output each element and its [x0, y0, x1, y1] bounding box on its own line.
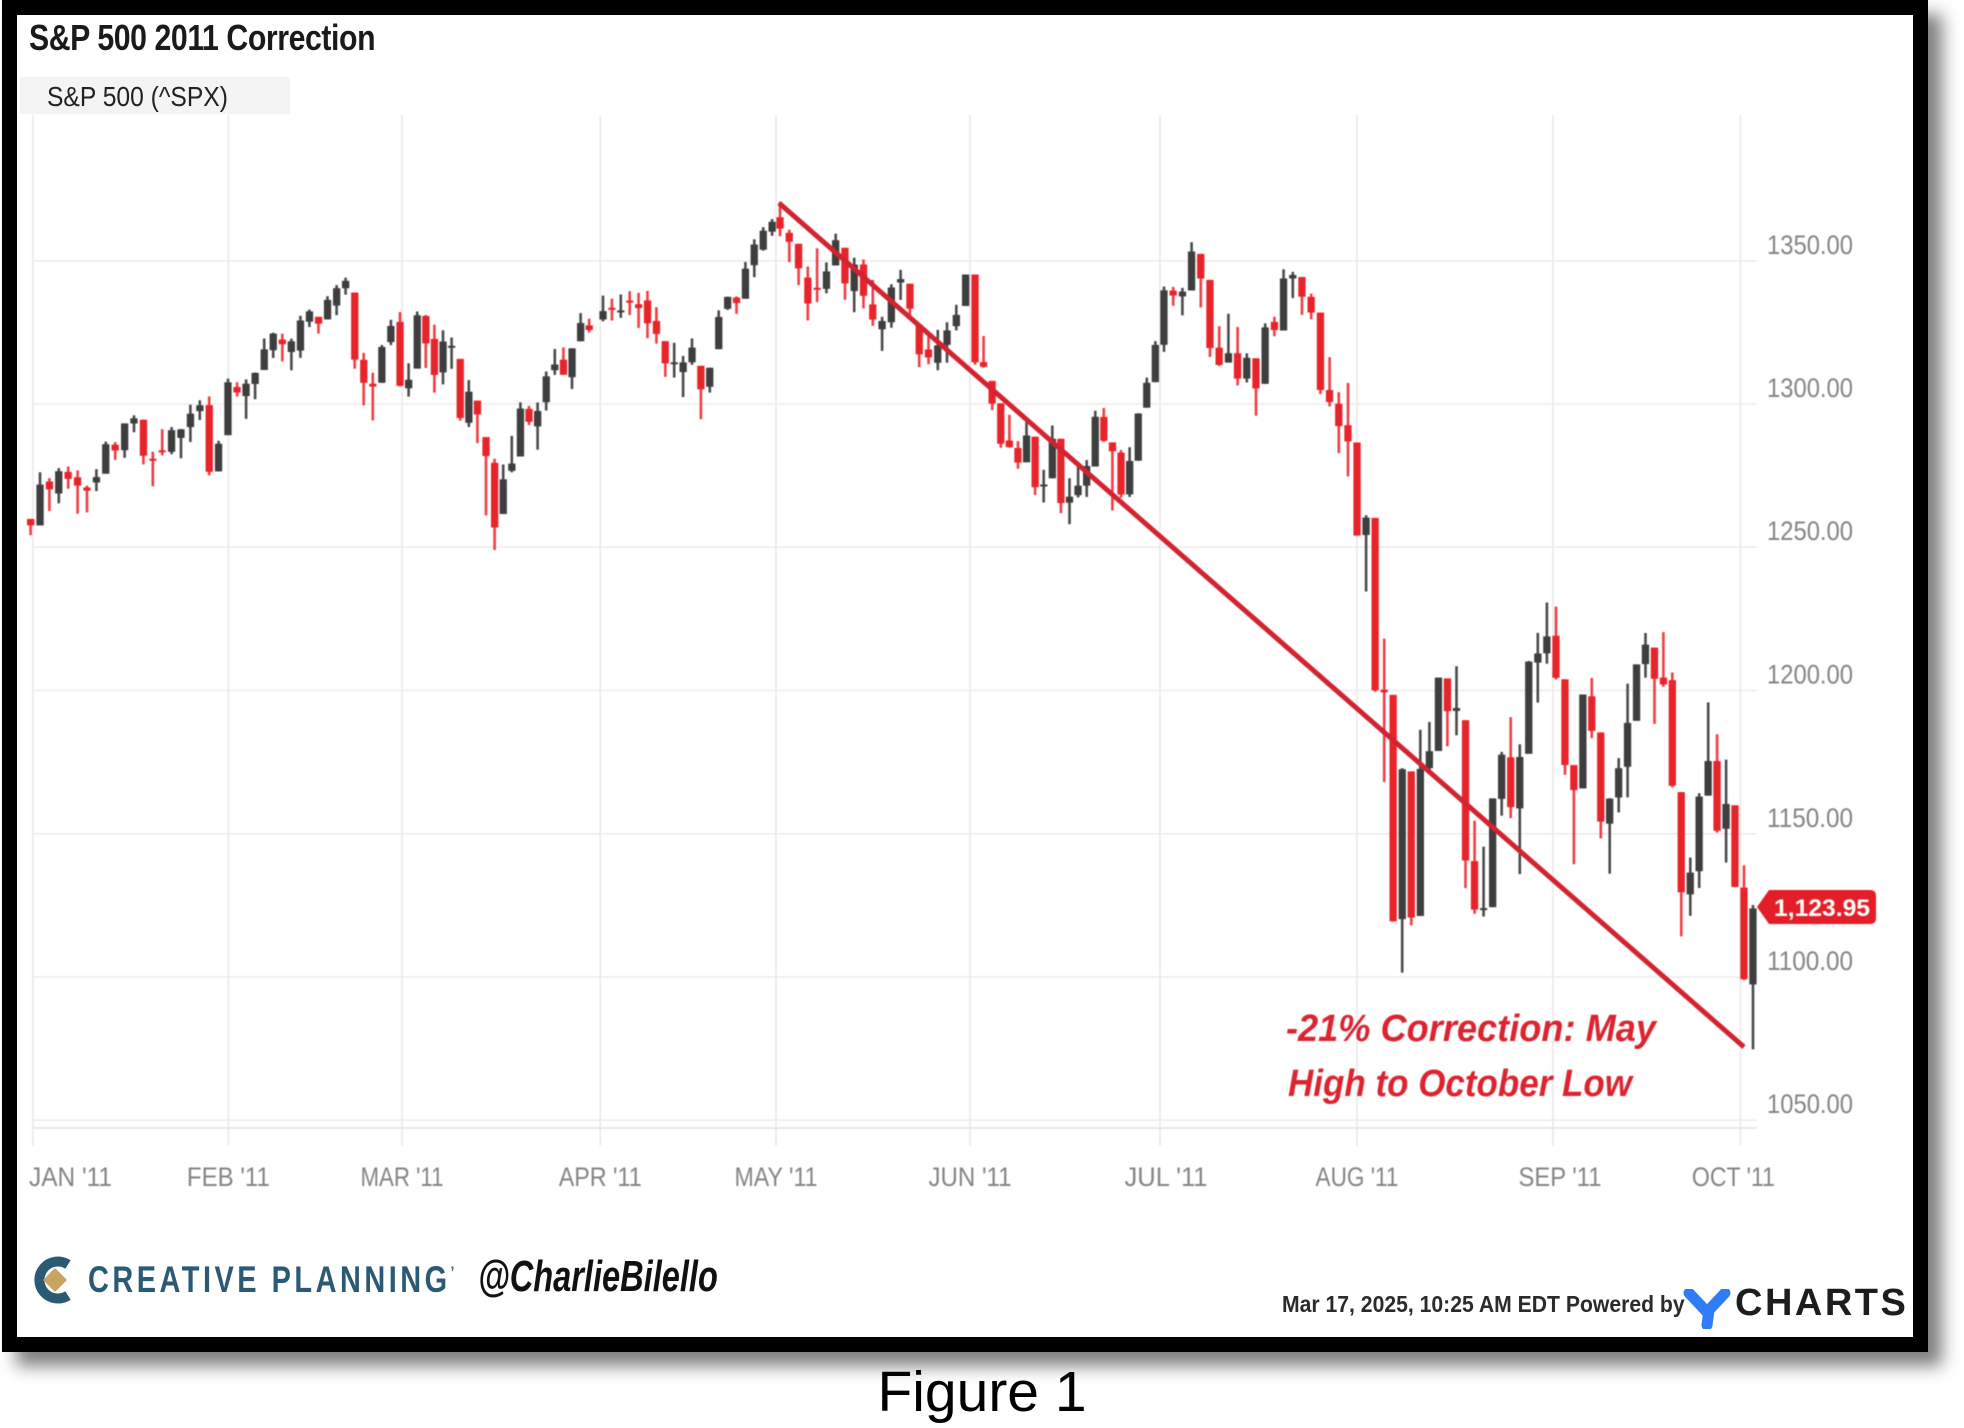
svg-text:MAY '11: MAY '11 — [735, 1162, 818, 1192]
svg-text:1150.00: 1150.00 — [1767, 803, 1853, 833]
svg-text:1100.00: 1100.00 — [1767, 946, 1853, 976]
svg-text:1300.00: 1300.00 — [1767, 373, 1853, 403]
svg-text:High to October Low: High to October Low — [1288, 1063, 1634, 1105]
svg-text:APR '11: APR '11 — [559, 1162, 642, 1192]
svg-text:JAN '11: JAN '11 — [29, 1162, 112, 1192]
svg-text:1200.00: 1200.00 — [1767, 660, 1853, 690]
svg-text:1,123.95: 1,123.95 — [1774, 895, 1870, 922]
svg-text:MAR '11: MAR '11 — [361, 1162, 444, 1192]
svg-text:SEP '11: SEP '11 — [1519, 1162, 1602, 1192]
svg-text:JUN '11: JUN '11 — [929, 1162, 1012, 1192]
svg-text:1050.00: 1050.00 — [1767, 1089, 1853, 1119]
svg-text:-21% Correction: May: -21% Correction: May — [1286, 1008, 1658, 1050]
svg-text:AUG '11: AUG '11 — [1316, 1162, 1399, 1192]
svg-text:OCT '11: OCT '11 — [1692, 1162, 1775, 1192]
svg-text:JUL '11: JUL '11 — [1125, 1162, 1208, 1192]
svg-text:1250.00: 1250.00 — [1767, 516, 1853, 546]
svg-text:FEB '11: FEB '11 — [187, 1162, 270, 1192]
svg-text:1350.00: 1350.00 — [1767, 230, 1853, 260]
